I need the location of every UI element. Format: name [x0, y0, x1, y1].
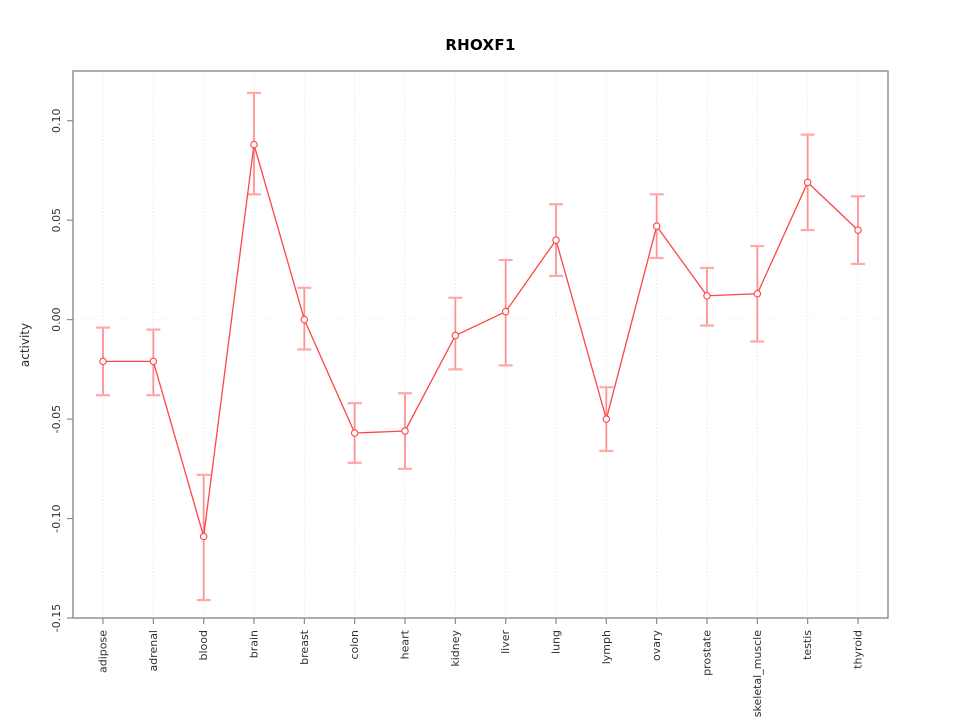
x-tick-label: lung — [550, 630, 563, 654]
series-line — [103, 143, 859, 538]
data-point — [652, 222, 661, 230]
x-tick-label: prostate — [701, 630, 714, 676]
x-tick-label: kidney — [449, 630, 462, 667]
x-tick-label: brain — [248, 630, 261, 658]
data-point — [602, 415, 611, 423]
data-point — [149, 357, 158, 366]
plot-frame — [72, 70, 889, 619]
x-tick-label: testis — [801, 630, 814, 660]
y-axis-label: activity — [18, 322, 32, 368]
data-point — [300, 315, 309, 324]
data-point — [854, 226, 862, 234]
data-point — [451, 331, 460, 340]
x-tick-label: skeletal_muscle — [751, 630, 764, 717]
data-point — [250, 140, 258, 149]
x-tick-label: blood — [197, 630, 210, 660]
data-point — [350, 429, 359, 437]
y-tick-label: 0.05 — [50, 208, 63, 233]
y-tick-label: -0.10 — [50, 504, 63, 532]
x-tick-label: colon — [348, 630, 361, 660]
data-point — [703, 292, 711, 300]
x-tick-label: adrenal — [147, 630, 160, 672]
chart-title: RHOXF1 — [445, 36, 516, 54]
data-point — [501, 307, 510, 316]
x-tick-label: adipose — [97, 630, 110, 673]
x-tick-label: liver — [499, 630, 512, 654]
x-tick-label: breast — [298, 629, 311, 665]
y-tick-label: -0.05 — [50, 405, 63, 433]
x-tick-label: thyroid — [852, 630, 865, 669]
data-point — [803, 178, 812, 187]
x-tick-label: lymph — [600, 630, 613, 664]
data-point — [753, 290, 762, 298]
y-tick-label: -0.15 — [50, 604, 63, 632]
x-tick-label: ovary — [650, 630, 663, 662]
data-point — [199, 532, 208, 541]
x-tick-label: heart — [399, 629, 412, 659]
data-point — [99, 357, 107, 366]
y-tick-label: 0.10 — [50, 108, 63, 132]
data-point — [401, 427, 409, 435]
data-point — [552, 236, 560, 244]
y-tick-label: 0.00 — [50, 307, 63, 332]
